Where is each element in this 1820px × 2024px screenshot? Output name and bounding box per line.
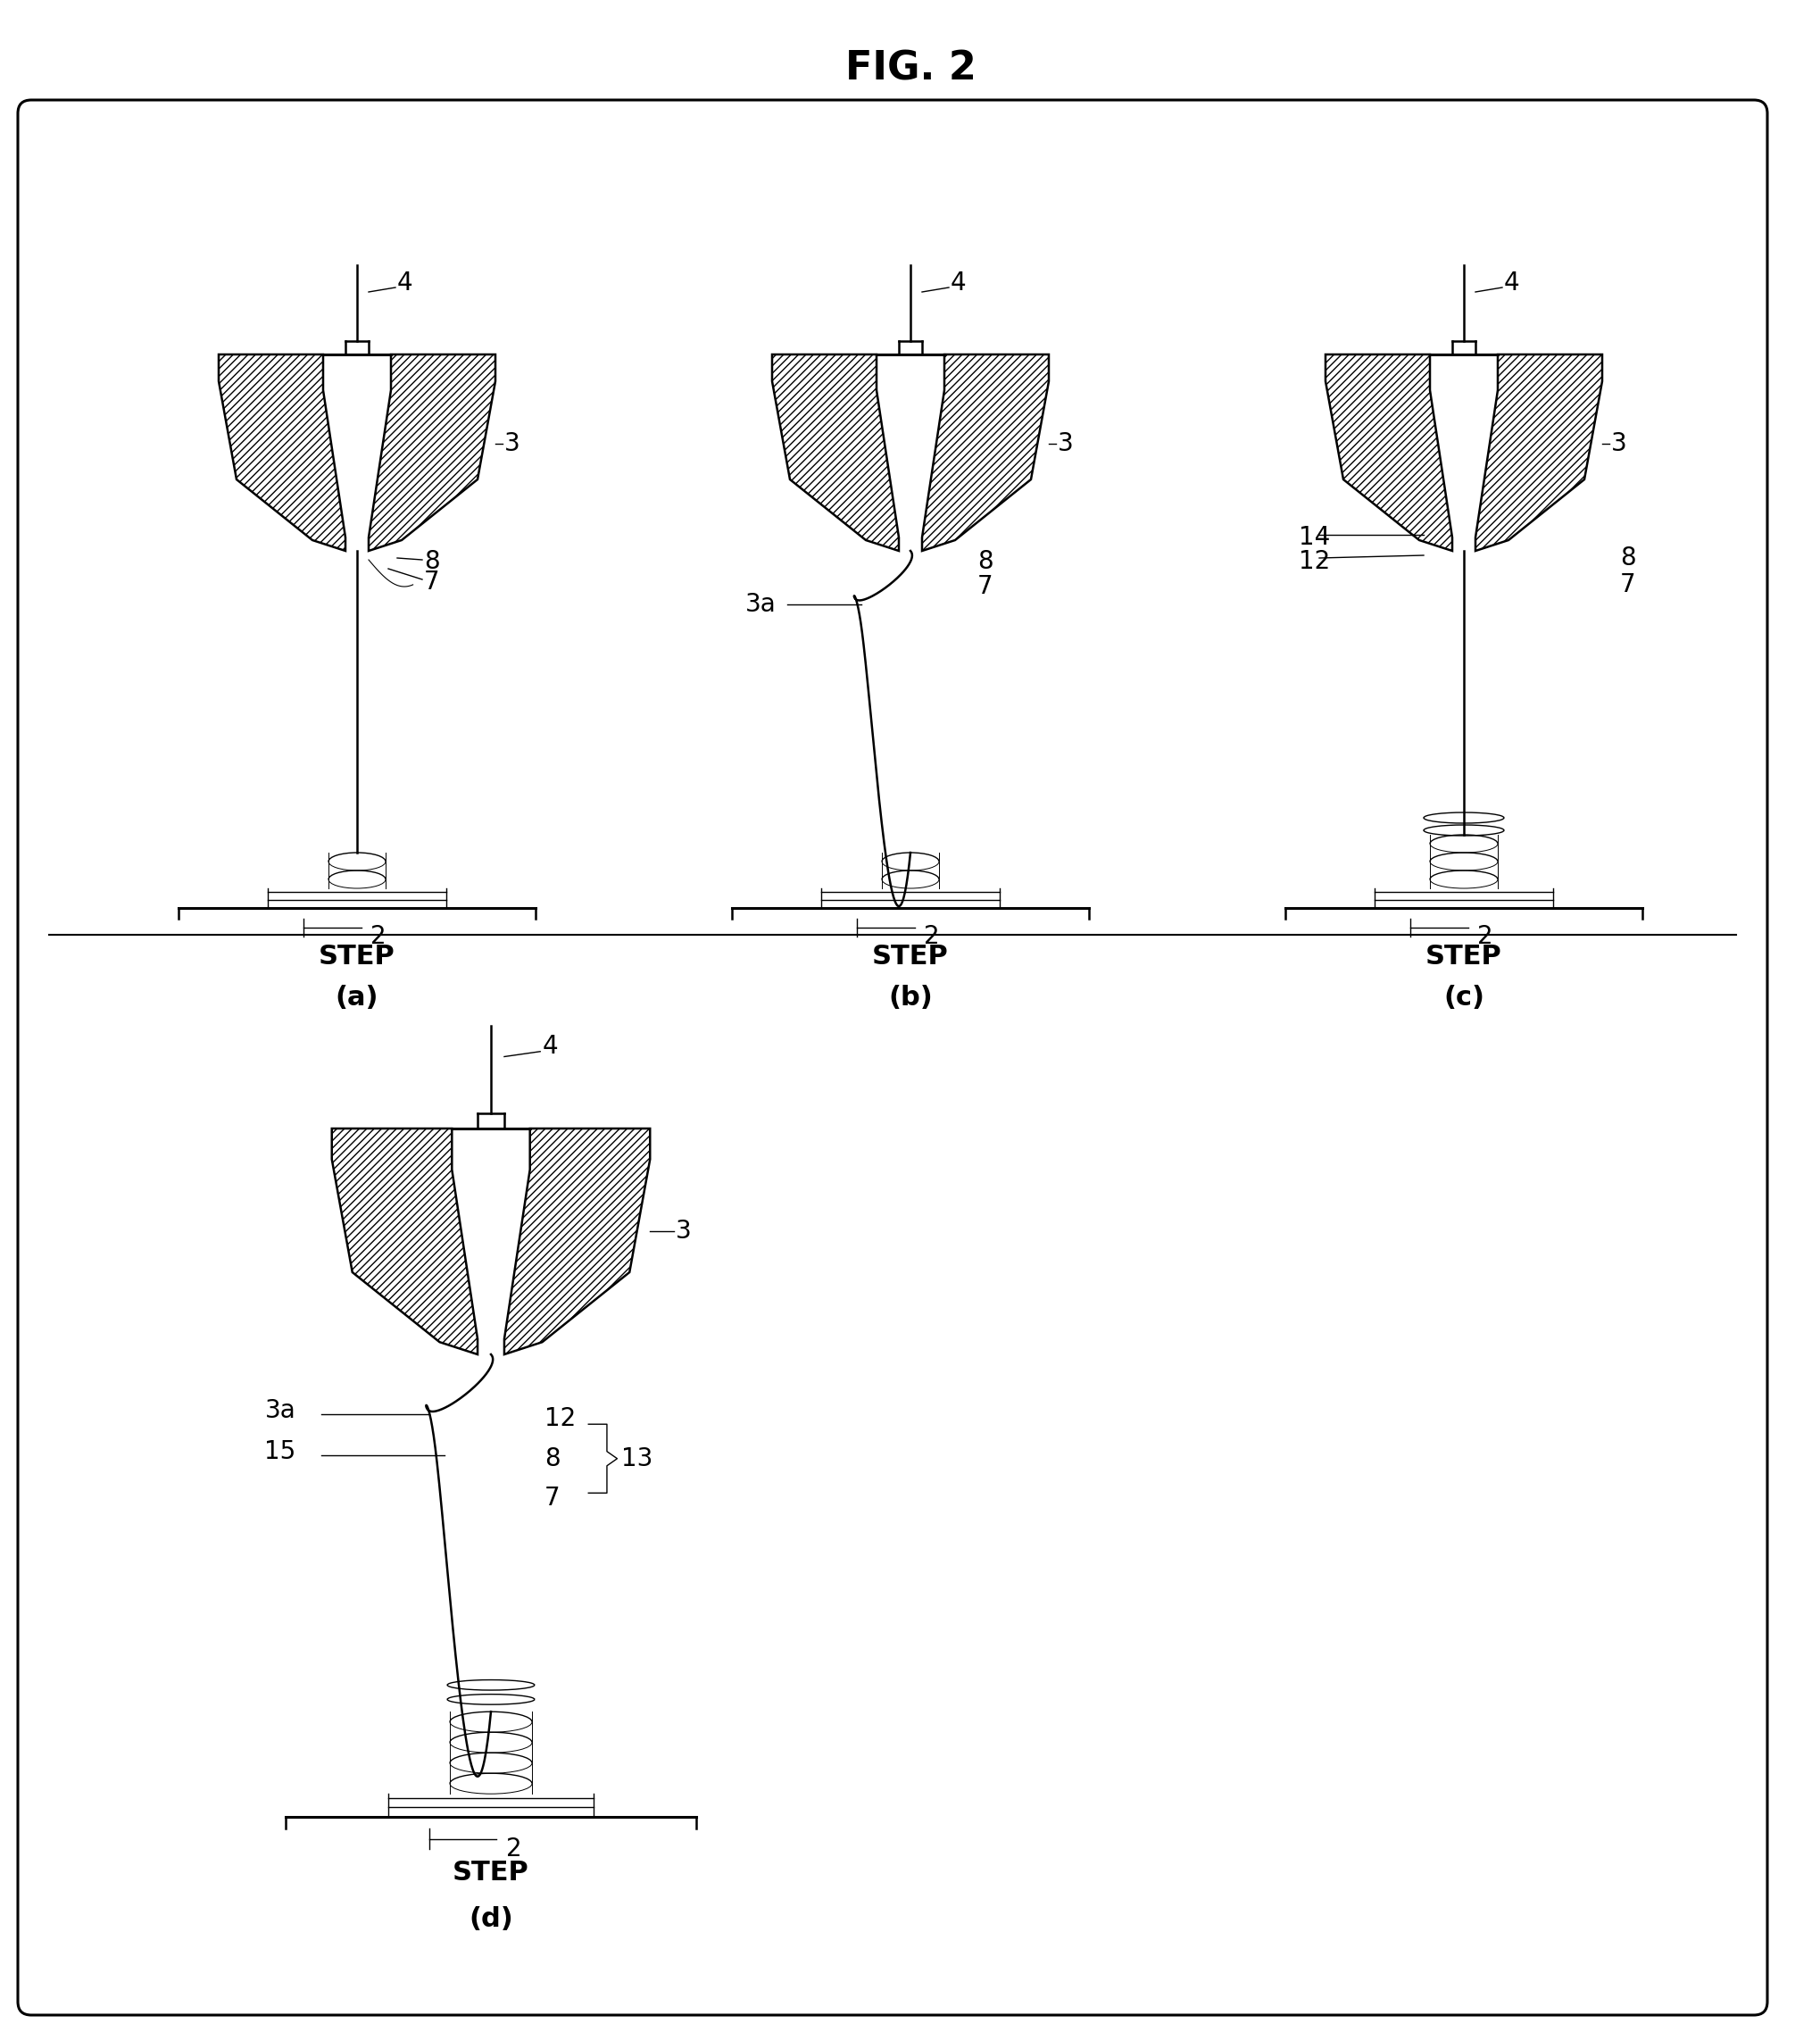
Text: 8: 8 [544,1445,561,1471]
Text: (a): (a) [335,984,379,1010]
Text: 7: 7 [424,569,439,595]
Text: 3: 3 [1057,431,1074,455]
Polygon shape [1325,354,1452,551]
Text: 2: 2 [923,925,939,949]
Polygon shape [368,354,495,551]
Text: STEP: STEP [1425,943,1502,969]
Text: 8: 8 [1620,546,1634,571]
Text: FIG. 2: FIG. 2 [844,49,976,87]
Text: STEP: STEP [872,943,948,969]
Text: 3: 3 [504,431,521,455]
Text: 8: 8 [424,549,439,575]
Text: 4: 4 [397,271,413,296]
Text: 4: 4 [542,1034,557,1059]
Polygon shape [1474,354,1602,551]
Polygon shape [218,354,346,551]
Text: STEP: STEP [453,1860,530,1886]
Text: 7: 7 [977,575,992,599]
Text: 3: 3 [675,1218,692,1243]
Text: STEP: STEP [318,943,395,969]
Text: (b): (b) [888,984,932,1010]
Text: 2: 2 [369,925,386,949]
Text: 7: 7 [1620,573,1634,597]
Text: 2: 2 [1476,925,1492,949]
Text: 3a: 3a [264,1399,297,1423]
Text: (d): (d) [468,1907,513,1933]
Polygon shape [331,1129,477,1354]
Text: 12: 12 [1298,549,1330,575]
Text: 3: 3 [1611,431,1627,455]
Text: 13: 13 [621,1445,653,1471]
Text: 3a: 3a [744,591,775,617]
Text: 14: 14 [1298,524,1330,551]
Text: 4: 4 [1503,271,1520,296]
Text: 15: 15 [264,1439,297,1465]
Text: (c): (c) [1443,984,1483,1010]
Text: 7: 7 [544,1486,561,1510]
Polygon shape [772,354,899,551]
Text: 2: 2 [506,1836,522,1862]
Polygon shape [921,354,1048,551]
Text: 12: 12 [544,1407,575,1431]
Text: 4: 4 [950,271,966,296]
Polygon shape [504,1129,650,1354]
Text: 8: 8 [977,549,992,575]
